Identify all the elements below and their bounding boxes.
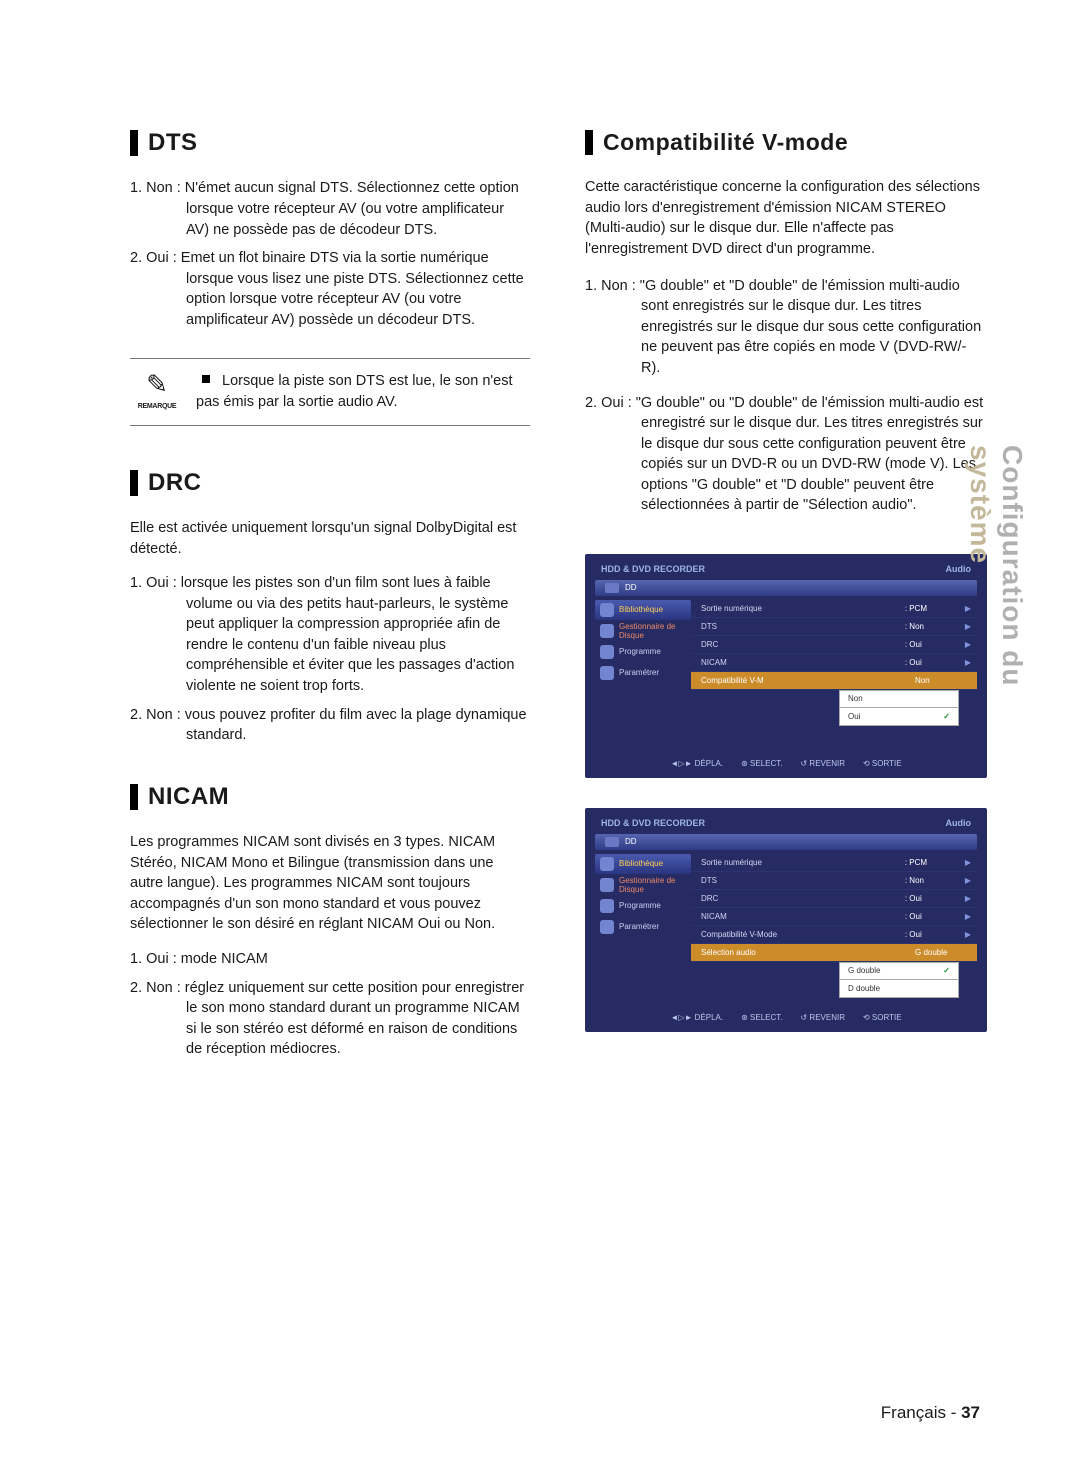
osd-row: Compatibilité V-Mode: Oui▶ [691, 926, 977, 944]
osd-sidebar: BibliothèqueGestionnaire de DisqueProgra… [595, 600, 691, 726]
osd-screenshot-2: HDD & DVD RECORDER Audio DD Bibliothèque… [585, 808, 987, 1032]
osd-hdr-left: HDD & DVD RECORDER [601, 564, 705, 574]
osd-sidebar-item: Gestionnaire de Disque [595, 875, 691, 895]
osd-row: NICAM: Oui▶ [691, 908, 977, 926]
osd-sidebar: BibliothèqueGestionnaire de DisqueProgra… [595, 854, 691, 998]
vmode-intro: Cette caractéristique concerne la config… [585, 177, 985, 259]
osd-sidebar-item: Paramétrer [595, 663, 691, 683]
osd-dropdown: G double✓D double [839, 962, 959, 998]
osd-sidebar-item: Programme [595, 896, 691, 916]
osd-row: DRC: Oui▶ [691, 636, 977, 654]
osd-sidebar-item: Programme [595, 642, 691, 662]
osd-footer-item: ⊛ SELECT. [741, 759, 782, 768]
osd-row: DTS: Non▶ [691, 872, 977, 890]
osd-dropdown-item: D double [839, 980, 959, 998]
dts-item-2: 2. Oui : Emet un flot binaire DTS via la… [130, 248, 530, 330]
dts-note: ✎ REMARQUE Lorsque la piste son DTS est … [130, 358, 530, 425]
osd-dropdown: NonOui✓ [839, 690, 959, 726]
section-title-nicam: NICAM [130, 784, 530, 810]
osd-row: Sortie numérique: PCM▶ [691, 854, 977, 872]
section-title-drc: DRC [130, 470, 530, 496]
osd-footer-item: ◄▷► DÉPLA. [670, 1013, 723, 1022]
osd-footer: ◄▷► DÉPLA. ⊛ SELECT. ↺ REVENIR ⟲ SORTIE [585, 1013, 987, 1022]
osd-sidebar-item: Paramétrer [595, 917, 691, 937]
dts-item-1: 1. Non : N'émet aucun signal DTS. Sélect… [130, 178, 530, 240]
drc-item-2: 2. Non : vous pouvez profiter du film av… [130, 705, 530, 746]
drc-intro: Elle est activée uniquement lorsqu'un si… [130, 518, 530, 559]
osd-tab: DD [625, 583, 637, 592]
drc-item-1: 1. Oui : lorsque les pistes son d'un fil… [130, 573, 530, 696]
disk-icon [605, 837, 619, 847]
section-title-dts: DTS [130, 130, 530, 156]
nicam-intro: Les programmes NICAM sont divisés en 3 t… [130, 832, 530, 935]
osd-dropdown-item: Non [839, 690, 959, 708]
osd-hdr-right: Audio [946, 818, 972, 828]
vmode-item-1: 1. Non : "G double" et "D double" de l'é… [585, 276, 985, 379]
osd-row: DTS: Non▶ [691, 618, 977, 636]
vmode-item-2: 2. Oui : "G double" ou "D double" de l'é… [585, 393, 985, 516]
osd-footer-item: ⟲ SORTIE [863, 1013, 902, 1022]
osd-tab: DD [625, 837, 637, 846]
osd-hdr-left: HDD & DVD RECORDER [601, 818, 705, 828]
section-title-vmode: Compatibilité V-mode [585, 130, 985, 155]
page-footer: Français - 37 [881, 1403, 980, 1423]
osd-row: DRC: Oui▶ [691, 890, 977, 908]
osd-sidebar-item: Bibliothèque [595, 854, 691, 874]
osd-footer: ◄▷► DÉPLA. ⊛ SELECT. ↺ REVENIR ⟲ SORTIE [585, 759, 987, 768]
osd-footer-item: ↺ REVENIR [801, 1013, 846, 1022]
osd-main: Sortie numérique: PCM▶DTS: Non▶DRC: Oui▶… [691, 600, 977, 726]
osd-footer-item: ◄▷► DÉPLA. [670, 759, 723, 768]
osd-dropdown-item: G double✓ [839, 962, 959, 980]
note-icon: ✎ [130, 371, 184, 397]
disk-icon [605, 583, 619, 593]
osd-screenshot-1: HDD & DVD RECORDER Audio DD Bibliothèque… [585, 554, 987, 778]
osd-row-hl: Sélection audioG double [691, 944, 977, 962]
note-text: Lorsque la piste son DTS est lue, le son… [196, 373, 513, 410]
nicam-item-1: 1. Oui : mode NICAM [130, 949, 530, 970]
osd-row-hl: Compatibilité V-MNon [691, 672, 977, 690]
osd-footer-item: ↺ REVENIR [801, 759, 846, 768]
osd-row: NICAM: Oui▶ [691, 654, 977, 672]
osd-sidebar-item: Gestionnaire de Disque [595, 621, 691, 641]
osd-footer-item: ⊛ SELECT. [741, 1013, 782, 1022]
nicam-item-2: 2. Non : réglez uniquement sur cette pos… [130, 978, 530, 1060]
side-tab: Configuration du système [964, 445, 1028, 687]
osd-footer-item: ⟲ SORTIE [863, 759, 902, 768]
osd-sidebar-item: Bibliothèque [595, 600, 691, 620]
osd-row: Sortie numérique: PCM▶ [691, 600, 977, 618]
osd-main: Sortie numérique: PCM▶DTS: Non▶DRC: Oui▶… [691, 854, 977, 998]
note-label: REMARQUE [130, 403, 184, 410]
osd-dropdown-item: Oui✓ [839, 708, 959, 726]
note-bullet [202, 375, 210, 383]
